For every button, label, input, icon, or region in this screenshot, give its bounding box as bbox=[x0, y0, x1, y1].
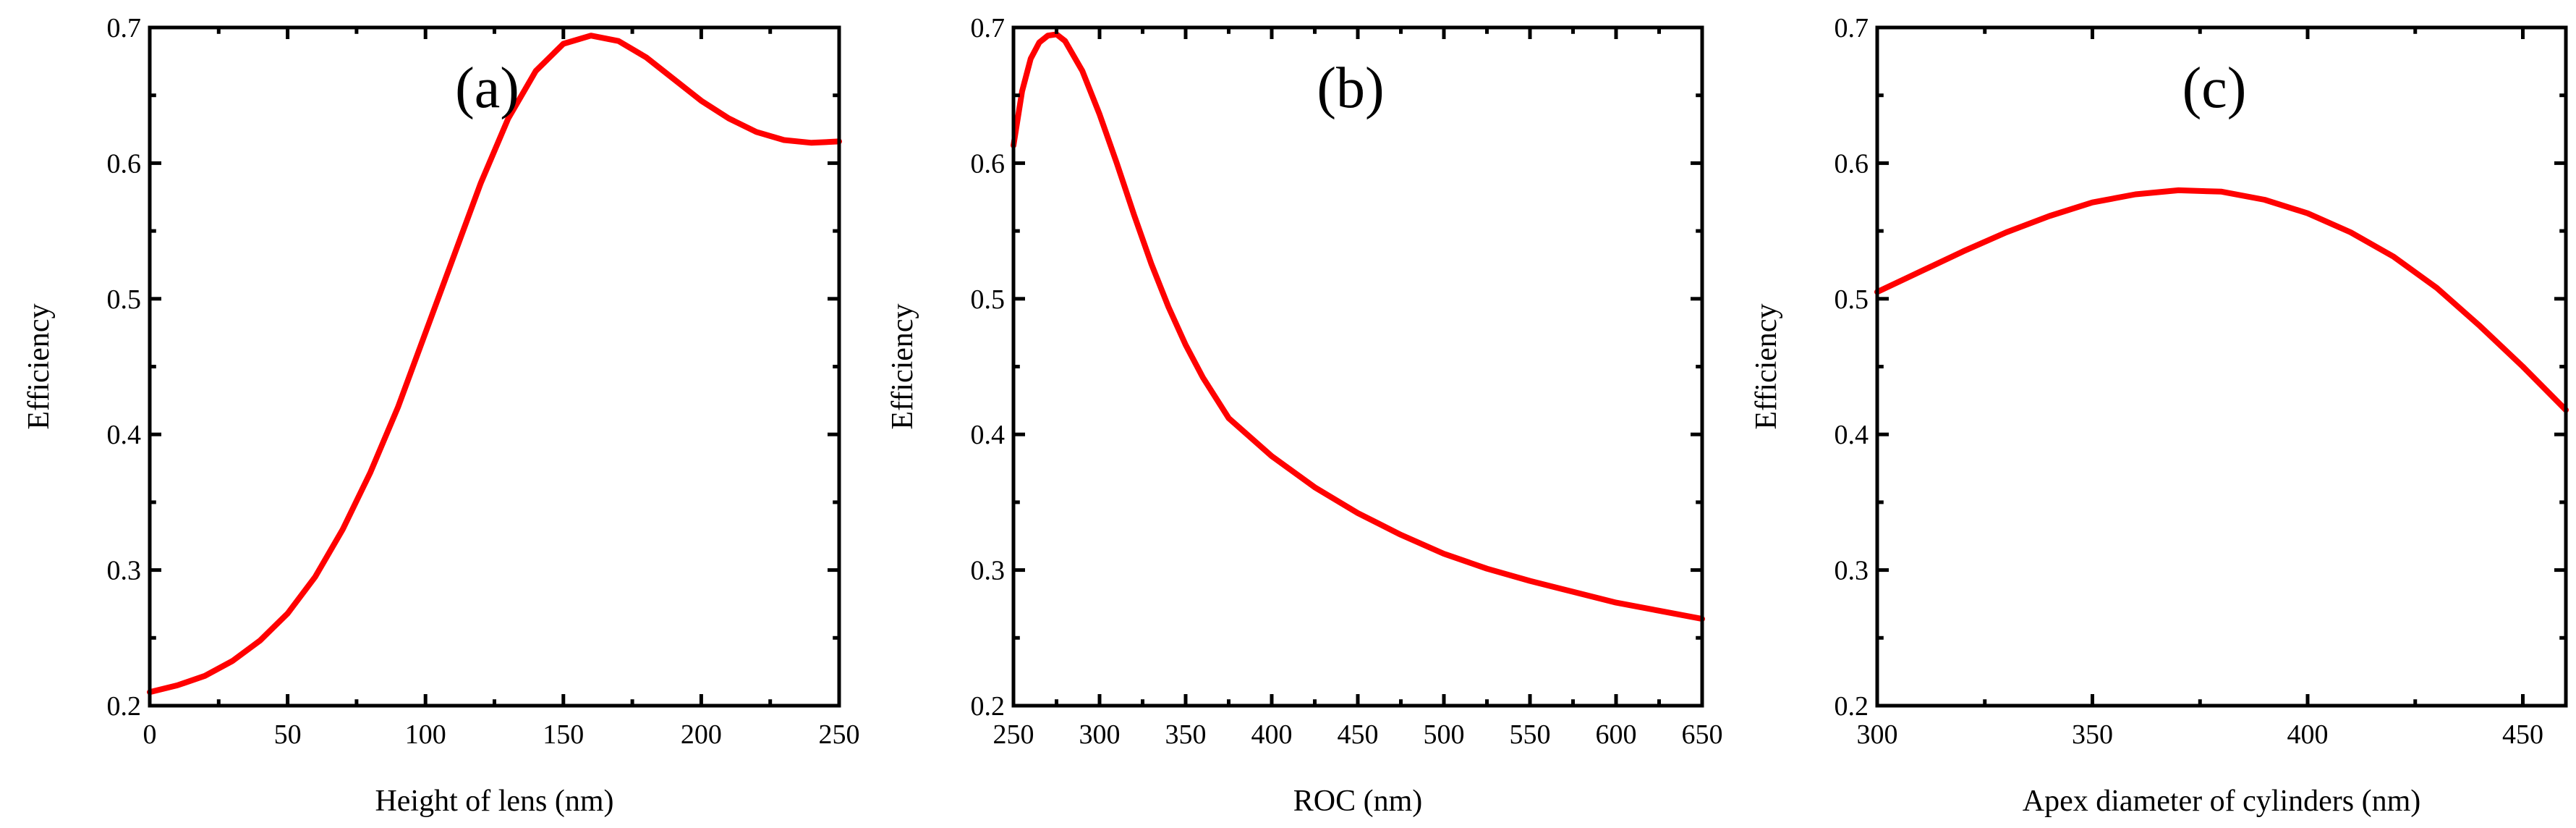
x-tick-label: 350 bbox=[2072, 719, 2113, 750]
plot-frame bbox=[1011, 25, 1704, 708]
x-axis-title: Height of lens (nm) bbox=[375, 785, 613, 818]
chart-panel-2: 250 300 350 400 450 500 550 600 650 0.2 0.3 0.4 0.5 0… bbox=[886, 13, 1723, 818]
chart-panel-3: 300 350 400 450 0.2 0.3 0.4 0.5 0.6 0.7 Apex diame… bbox=[1750, 13, 2569, 818]
y-tick-label: 0.6 bbox=[107, 148, 142, 179]
x-tick-label: 600 bbox=[1596, 719, 1637, 750]
y-tick-label: 0.3 bbox=[107, 556, 142, 586]
x-tick-label: 450 bbox=[2502, 719, 2543, 750]
y-tick-label: 0.4 bbox=[971, 420, 1006, 450]
y-tick-label: 0.7 bbox=[971, 13, 1006, 43]
y-tick-label: 0.7 bbox=[1835, 13, 1869, 43]
y-tick-label: 0.2 bbox=[1835, 691, 1869, 722]
x-tick-label: 100 bbox=[405, 719, 446, 750]
plot-frame bbox=[1875, 25, 2568, 708]
panel-label: (c) bbox=[2182, 56, 2247, 120]
x-tick-label: 650 bbox=[1682, 719, 1723, 750]
plot-frame bbox=[148, 25, 841, 708]
y-tick-label: 0.6 bbox=[971, 148, 1006, 179]
x-tick-label: 150 bbox=[543, 719, 584, 750]
panel-label: (a) bbox=[455, 56, 519, 120]
series-line-1 bbox=[1874, 187, 2569, 413]
y-tick-label: 0.4 bbox=[107, 420, 142, 450]
x-tick-label: 250 bbox=[993, 719, 1034, 750]
y-tick-label: 0.3 bbox=[971, 556, 1006, 586]
series-line-1 bbox=[1011, 31, 1705, 622]
x-tick-label: 500 bbox=[1424, 719, 1465, 750]
y-axis-title: Efficiency bbox=[886, 303, 919, 429]
y-tick-label: 0.2 bbox=[971, 691, 1006, 722]
y-axis-title: Efficiency bbox=[1750, 303, 1783, 429]
x-tick-label: 300 bbox=[1857, 719, 1898, 750]
x-axis-title: ROC (nm) bbox=[1293, 785, 1423, 818]
x-tick-label: 400 bbox=[2287, 719, 2329, 750]
chart-panel-1: 0 50 100 150 200 250 0.2 0.3 0.4 0.5 0.6 0.7 Height … bbox=[22, 13, 860, 818]
x-axis-title: Apex diameter of cylinders (nm) bbox=[2023, 785, 2420, 818]
y-tick-label: 0.5 bbox=[1835, 284, 1869, 315]
x-tick-label: 400 bbox=[1251, 719, 1293, 750]
x-tick-label: 200 bbox=[681, 719, 722, 750]
x-tick-label: 550 bbox=[1510, 719, 1551, 750]
y-tick-label: 0.2 bbox=[107, 691, 142, 722]
y-tick-label: 0.7 bbox=[107, 13, 142, 43]
x-tick-label: 250 bbox=[819, 719, 860, 750]
y-tick-label: 0.5 bbox=[107, 284, 142, 315]
y-tick-label: 0.5 bbox=[971, 284, 1006, 315]
x-tick-label: 350 bbox=[1165, 719, 1207, 750]
x-tick-label: 300 bbox=[1079, 719, 1121, 750]
x-tick-label: 50 bbox=[274, 719, 302, 750]
y-axis-title: Efficiency bbox=[22, 303, 56, 429]
x-tick-label: 0 bbox=[143, 719, 157, 750]
y-tick-label: 0.6 bbox=[1835, 148, 1869, 179]
x-tick-label: 450 bbox=[1338, 719, 1379, 750]
panel-label: (b) bbox=[1317, 56, 1384, 120]
y-tick-label: 0.4 bbox=[1835, 420, 1869, 450]
y-tick-label: 0.3 bbox=[1835, 556, 1869, 586]
series-line-1 bbox=[147, 33, 842, 696]
